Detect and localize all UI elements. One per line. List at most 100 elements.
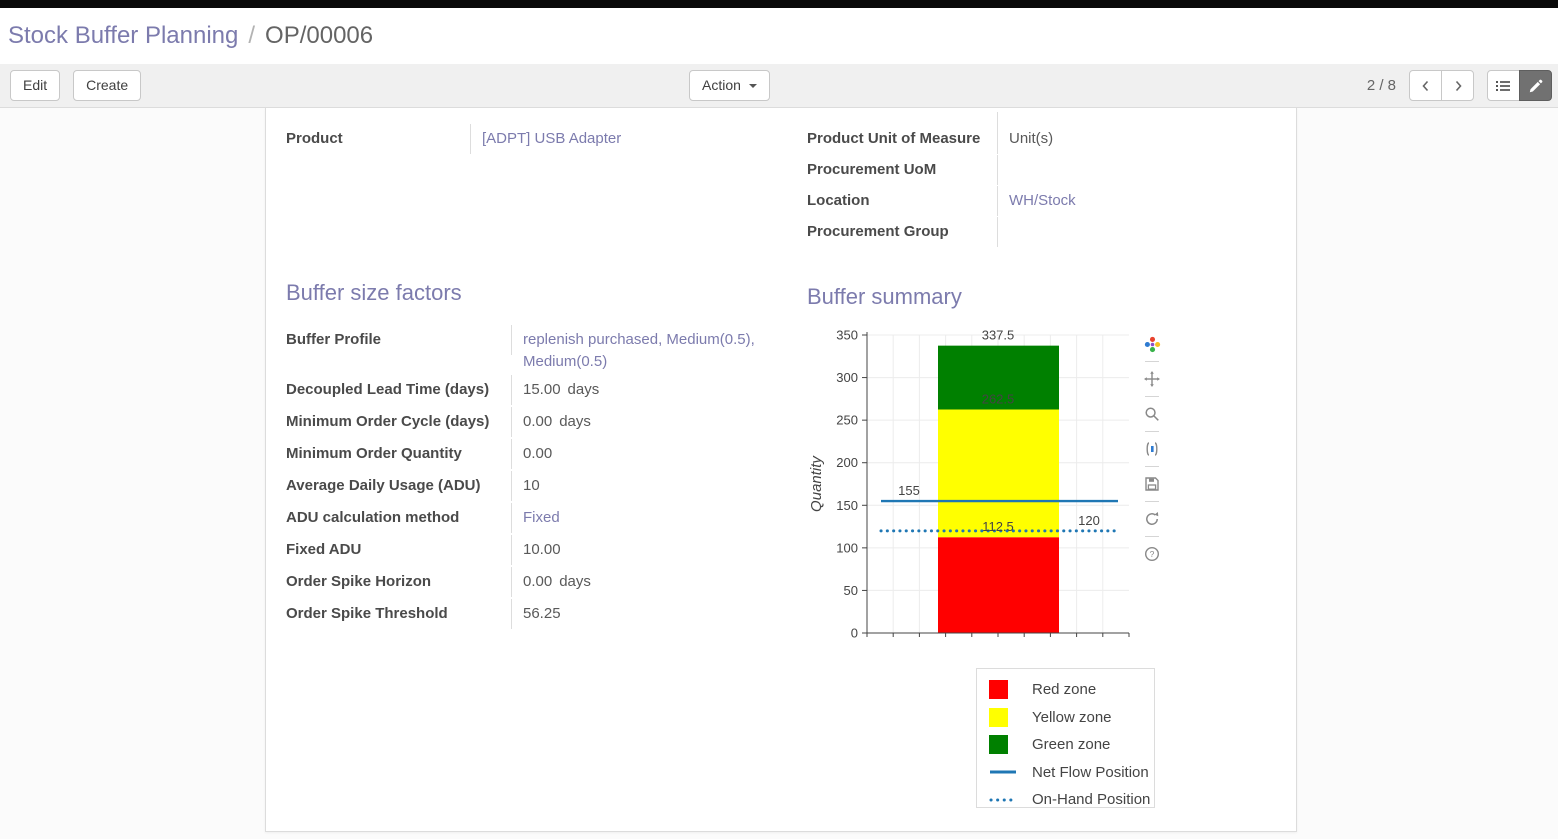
legend-swatch-net-flow-position [989, 768, 1020, 776]
y-tick-label: 350 [836, 328, 858, 343]
y-tick-label: 200 [836, 455, 858, 470]
form-sheet: Product [ADPT] USB Adapter Product Unit o… [265, 108, 1297, 832]
value-average-daily-usage-adu: 10 [523, 477, 540, 494]
field-row-order-spike-horizon: Order Spike Horizon 0.00 days [286, 567, 791, 599]
legend-item-green-zone[interactable]: Green zone [989, 732, 1154, 757]
modebar-separator [1145, 431, 1159, 432]
legend-item-on-hand-position[interactable]: On-Hand Position [989, 787, 1154, 812]
field-row-product: Product [ADPT] USB Adapter [286, 124, 786, 160]
field-label-minimum-order-quantity: Minimum Order Quantity [286, 439, 512, 469]
chart-modebar: ? [1139, 334, 1165, 564]
clipped-label [807, 112, 998, 124]
field-value-order-spike-horizon: 0.00 days [512, 567, 770, 595]
caret-down-icon [748, 84, 757, 89]
legend-item-yellow-zone[interactable]: Yellow zone [989, 705, 1154, 730]
field-value-adu-calculation-method: Fixed [512, 503, 770, 531]
list-view-button[interactable] [1487, 70, 1520, 101]
chart-legend: Red zone Yellow zone Green zone Net Flow Po… [976, 668, 1155, 808]
save-icon[interactable] [1141, 474, 1163, 494]
field-label-fixed-adu: Fixed ADU [286, 535, 512, 565]
field-row-clipped [807, 112, 1293, 124]
field-label-procurement-uom: Procurement UoM [807, 155, 998, 185]
field-value-minimum-order-quantity: 0.00 [512, 439, 770, 467]
unit-suffix: days [559, 413, 591, 430]
field-value-decoupled-lead-time-days: 15.00 days [512, 375, 770, 403]
green-zone-bar[interactable] [938, 345, 1059, 410]
breadcrumb-parent[interactable]: Stock Buffer Planning [8, 22, 239, 49]
field-label-decoupled-lead-time-days: Decoupled Lead Time (days) [286, 375, 512, 405]
chevron-right-icon [1455, 80, 1462, 91]
y-tick-label: 50 [844, 583, 858, 598]
modebar-separator [1145, 396, 1159, 397]
legend-swatch-on-hand-position [989, 796, 1020, 804]
legend-label-net-flow-position: Net Flow Position [1032, 763, 1149, 781]
y-tick-label: 250 [836, 413, 858, 428]
field-row-location: Location WH/Stock [807, 186, 1293, 217]
legend-swatch-yellow-zone [989, 707, 1020, 727]
field-label-adu-calculation-method: ADU calculation method [286, 503, 512, 533]
field-value-location: WH/Stock [998, 186, 1076, 216]
pan-icon[interactable] [1141, 369, 1163, 389]
red-zone-bar[interactable] [938, 537, 1059, 633]
annotation-120: 120 [1078, 513, 1100, 528]
plotly-logo-icon[interactable] [1141, 334, 1163, 354]
y-axis-label: Quantity [808, 455, 825, 512]
breadcrumb-separator: / [248, 22, 256, 49]
top-menu-bar [0, 0, 1558, 8]
autoscale-icon[interactable] [1141, 439, 1163, 459]
product-field-group: Product [ADPT] USB Adapter [286, 124, 786, 160]
form-view-button[interactable] [1519, 70, 1552, 101]
modebar-separator [1145, 361, 1159, 362]
field-row-minimum-order-quantity: Minimum Order Quantity 0.00 [286, 439, 791, 471]
edit-button[interactable]: Edit [10, 70, 61, 101]
pager-previous-button[interactable] [1409, 70, 1442, 101]
field-value-order-spike-threshold: 56.25 [512, 599, 770, 627]
annotation-262-5: 262.5 [982, 392, 1015, 407]
create-button[interactable]: Create [73, 70, 142, 101]
clipped-value [998, 112, 1009, 124]
zoom-icon[interactable] [1141, 404, 1163, 424]
field-value-minimum-order-cycle-days: 0.00 days [512, 407, 770, 435]
field-label-product: Product [286, 124, 471, 154]
legend-label-on-hand-position: On-Hand Position [1032, 791, 1151, 808]
control-panel: Edit Create Action 2 / 8 [0, 64, 1558, 108]
legend-item-net-flow-position[interactable]: Net Flow Position [989, 760, 1154, 785]
breadcrumb-current: OP/00006 [265, 22, 374, 49]
legend-item-red-zone[interactable]: Red zone [989, 677, 1154, 702]
uom-field-group: Product Unit of Measure Unit(s) Procuremen… [807, 112, 1293, 248]
link-product[interactable]: [ADPT] USB Adapter [482, 130, 622, 147]
view-switcher [1487, 70, 1552, 101]
breadcrumb: Stock Buffer Planning / OP/00006 [0, 8, 1558, 64]
buffer-factors-field-group: Buffer Profile replenish purchased, Mediu… [286, 325, 791, 631]
field-label-minimum-order-cycle-days: Minimum Order Cycle (days) [286, 407, 512, 437]
legend-label-red-zone: Red zone [1032, 681, 1097, 698]
action-label: Action [702, 77, 741, 94]
link-adu-calculation-method[interactable]: Fixed [523, 509, 560, 526]
action-dropdown[interactable]: Action [689, 70, 770, 101]
reset-icon[interactable] [1141, 509, 1163, 529]
form-edit-icon [1529, 79, 1542, 92]
link-location[interactable]: WH/Stock [1009, 192, 1076, 209]
value-decoupled-lead-time-days: 15.00 [523, 381, 561, 398]
field-row-adu-calculation-method: ADU calculation method Fixed [286, 503, 791, 535]
value-minimum-order-quantity: 0.00 [523, 445, 553, 462]
field-row-minimum-order-cycle-days: Minimum Order Cycle (days) 0.00 days [286, 407, 791, 439]
value-minimum-order-cycle-days: 0.00 [523, 413, 553, 430]
svg-text:?: ? [1150, 549, 1155, 559]
value-order-spike-threshold: 56.25 [523, 605, 561, 622]
pager-next-button[interactable] [1441, 70, 1474, 101]
field-value-procurement-uom [998, 155, 1009, 163]
y-tick-label: 150 [836, 498, 858, 513]
y-tick-label: 0 [851, 626, 858, 641]
help-icon[interactable]: ? [1141, 544, 1163, 564]
y-tick-label: 300 [836, 370, 858, 385]
chart-canvas[interactable]: 0 50 100 150 200 250 300 350 Quantity 337.5 262.5 1… [807, 327, 1169, 665]
field-row-buffer-profile: Buffer Profile replenish purchased, Mediu… [286, 325, 791, 375]
field-row-procurement-group: Procurement Group [807, 217, 1293, 248]
link-buffer-profile[interactable]: replenish purchased, Medium(0.5), Medium… [523, 331, 755, 370]
yellow-zone-bar[interactable] [938, 409, 1059, 538]
field-value-procurement-group [998, 217, 1009, 225]
field-label-order-spike-horizon: Order Spike Horizon [286, 567, 512, 597]
field-label-product-unit-of-measure: Product Unit of Measure [807, 124, 998, 154]
